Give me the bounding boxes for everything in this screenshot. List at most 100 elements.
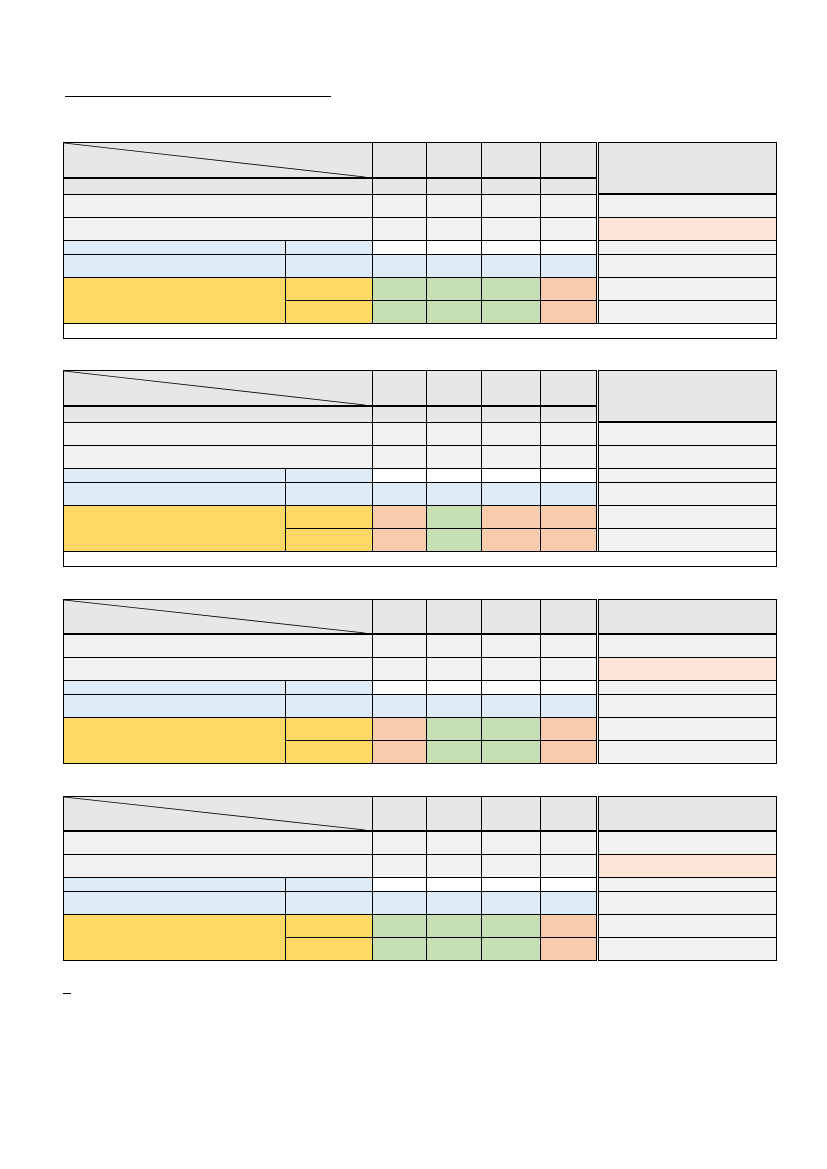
data-row-value <box>540 194 597 218</box>
data-row-value <box>426 831 482 855</box>
evaluation-result-green <box>426 914 482 938</box>
measure-label <box>63 482 286 506</box>
diagonal-line <box>64 371 366 405</box>
evaluation-result-green <box>426 740 482 764</box>
category-value <box>426 680 482 695</box>
remarks-cell <box>598 680 777 695</box>
measure-value <box>426 254 482 278</box>
sub-header-value-2 <box>426 178 482 195</box>
remarks-cell <box>598 254 777 278</box>
measure-sub-label <box>285 254 373 278</box>
category-value <box>481 680 541 695</box>
data-row-label <box>63 445 373 469</box>
measure-value <box>481 891 541 915</box>
footnote-mark <box>63 993 71 994</box>
data-row-value <box>372 445 427 469</box>
remarks-cell <box>598 505 777 529</box>
evaluation-sub-label <box>285 528 373 552</box>
category-label <box>63 468 286 483</box>
document-title-underline <box>65 96 331 97</box>
data-row-value <box>426 445 482 469</box>
data-row-value <box>426 854 482 878</box>
evaluation-sub-label <box>285 914 373 938</box>
evaluation-result-orange <box>481 505 541 529</box>
corner-header-cell <box>63 796 373 831</box>
evaluation-result-orange <box>372 505 427 529</box>
table-footnote-row <box>63 551 777 567</box>
sub-header-value-3 <box>481 178 541 195</box>
remarks-cell <box>598 240 777 255</box>
evaluation-result-green <box>426 937 482 961</box>
remarks-cell <box>598 422 777 446</box>
data-row-value <box>481 831 541 855</box>
evaluation-result-green <box>481 740 541 764</box>
data-row-value <box>426 634 482 658</box>
data-row-label <box>63 422 373 446</box>
data-row-value <box>481 854 541 878</box>
data-row-value <box>481 634 541 658</box>
category-value <box>372 240 427 255</box>
column-header-2 <box>426 142 482 178</box>
evaluation-result-green <box>481 914 541 938</box>
remarks-cell <box>598 194 777 218</box>
evaluation-result-green <box>426 300 482 324</box>
remarks-cell <box>598 277 777 301</box>
data-row-value <box>481 657 541 681</box>
remarks-cell <box>598 528 777 552</box>
evaluation-result-green <box>372 914 427 938</box>
evaluation-result-green <box>372 277 427 301</box>
data-row-value <box>426 217 482 241</box>
evaluation-sub-label <box>285 277 373 301</box>
sub-header-value-3 <box>481 406 541 423</box>
corner-header-cell <box>63 370 373 406</box>
measure-sub-label <box>285 694 373 718</box>
evaluation-result-orange <box>372 528 427 552</box>
measure-value <box>426 891 482 915</box>
category-value <box>372 468 427 483</box>
evaluation-sub-label <box>285 740 373 764</box>
data-row-label <box>63 854 373 878</box>
category-value <box>481 240 541 255</box>
sub-header-cell <box>63 178 373 195</box>
category-value <box>540 468 597 483</box>
measure-value <box>540 254 597 278</box>
evaluation-result-green <box>372 937 427 961</box>
remarks-cell <box>598 634 777 658</box>
data-row-value <box>540 445 597 469</box>
sub-header-value-1 <box>372 178 427 195</box>
diagonal-divider <box>64 371 366 405</box>
column-header-3 <box>481 599 541 634</box>
column-header-1 <box>372 599 427 634</box>
data-row-value <box>481 445 541 469</box>
evaluation-result-green <box>426 717 482 741</box>
category-value <box>372 680 427 695</box>
data-row-value <box>372 854 427 878</box>
evaluation-group-label <box>63 717 286 764</box>
evaluation-sub-label <box>285 937 373 961</box>
evaluation-result-orange <box>540 740 597 764</box>
data-row-value <box>540 657 597 681</box>
remarks-header <box>598 370 777 422</box>
data-row-value <box>540 634 597 658</box>
evaluation-result-orange <box>540 717 597 741</box>
evaluation-result-green <box>481 277 541 301</box>
sub-header-value-2 <box>426 406 482 423</box>
column-header-2 <box>426 796 482 831</box>
measure-value <box>540 891 597 915</box>
measure-value <box>372 482 427 506</box>
data-row-value <box>540 422 597 446</box>
category-sub-label <box>285 240 373 255</box>
evaluation-group-label <box>63 914 286 961</box>
data-row-label <box>63 194 373 218</box>
corner-header-cell <box>63 599 373 634</box>
data-row-label <box>63 217 373 241</box>
column-header-2 <box>426 599 482 634</box>
measure-value <box>540 482 597 506</box>
data-row-value <box>426 657 482 681</box>
data-row-value <box>540 854 597 878</box>
diagonal-line <box>64 797 366 830</box>
remarks-cell <box>598 937 777 961</box>
evaluation-group-label <box>63 505 286 552</box>
remarks-cell <box>598 914 777 938</box>
diagonal-divider <box>64 797 366 830</box>
